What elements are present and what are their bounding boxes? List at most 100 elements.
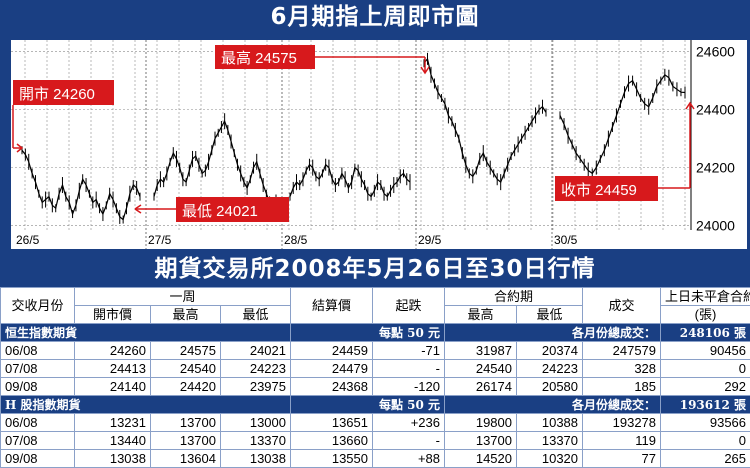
table-cell: 77 [583,450,661,468]
table-cell: 24223 [517,360,583,378]
table-cell: 10320 [517,450,583,468]
close-annotation: 收市 24459 [555,176,658,201]
x-tick-label: 26/5 [16,233,40,247]
header-delivery-month: 交收月份 [1,288,75,324]
table-cell: 10388 [517,414,583,432]
table-cell: 328 [583,360,661,378]
table-cell: -120 [373,378,445,396]
table-cell: 13440 [75,432,151,450]
table-cell: 24575 [151,342,221,360]
y-tick-label: 24600 [696,44,735,60]
x-axis-area [11,230,747,249]
header-week: 一周 [75,288,291,306]
header-low: 最低 [221,306,291,324]
table-cell: 13370 [517,432,583,450]
table-cell: 09/08 [1,450,75,468]
high-annotation: 最高 24575 [215,45,315,69]
table-cell: - [373,360,445,378]
table-cell: 24021 [221,342,291,360]
table-cell: 13651 [291,414,373,432]
table-cell: 13550 [291,450,373,468]
header-contract-period: 合約期 [445,288,583,306]
table-cell: 93566 [661,414,750,432]
close-annotation-label: 收市 24459 [561,182,637,199]
chart-title-banner: 6月期指上周即市圖 [0,0,750,35]
table-cell: 13660 [291,432,373,450]
section-total-value: 248106 張 [661,324,750,342]
section-name: H 股指數期貨 [1,396,291,414]
table-cell: 13038 [221,450,291,468]
table-cell: 119 [583,432,661,450]
header-contract-low: 最低 [517,306,583,324]
section-total-value: 193612 張 [661,396,750,414]
open-annotation-label: 開市 24260 [19,86,95,103]
table-cell: 24459 [291,342,373,360]
x-tick-label: 29/5 [418,233,442,247]
table-cell: 24368 [291,378,373,396]
y-tick-label: 24200 [696,160,735,176]
table-cell: 13370 [221,432,291,450]
table-cell: 0 [661,432,750,450]
table-cell: 20374 [517,342,583,360]
table-cell: - [373,432,445,450]
table-cell: 13700 [445,432,517,450]
table-cell: 24420 [151,378,221,396]
table-cell: 247579 [583,342,661,360]
table-cell: 23975 [221,378,291,396]
table-cell: 24540 [445,360,517,378]
y-tick-label: 24400 [696,102,735,118]
table-cell: 13231 [75,414,151,432]
section-row: H 股指數期貨每點 50 元各月份總成交：193612 張 [1,396,750,414]
table-cell: 90456 [661,342,750,360]
table-cell: 26174 [445,378,517,396]
table-cell: 13604 [151,450,221,468]
table-cell: 24223 [221,360,291,378]
table-cell: 06/08 [1,342,75,360]
table-cell: 07/08 [1,432,75,450]
header-change: 起跌 [373,288,445,324]
table-cell: 09/08 [1,378,75,396]
header-open-interest: 上日未平倉合約 [661,288,750,306]
low-annotation: 最低 24021 [176,197,289,222]
table-cell: 13000 [221,414,291,432]
header-settlement: 結算價 [291,288,373,324]
table-cell: 24140 [75,378,151,396]
table-cell: 31987 [445,342,517,360]
table-title-banner: 期貨交易所2008年5月26日至30日行情 [0,253,750,286]
table-cell: 13700 [151,432,221,450]
section-row: 恒生指數期貨每點 50 元各月份總成交：248106 張 [1,324,750,342]
table-cell: 185 [583,378,661,396]
table-cell: -71 [373,342,445,360]
x-tick-label: 27/5 [148,233,172,247]
header-high: 最高 [151,306,221,324]
futures-table: 交收月份 一周 結算價 起跌 合約期 成交 上日未平倉合約 開市價 最高 最低 … [0,287,750,468]
table-cell: 24540 [151,360,221,378]
header-open: 開市價 [75,306,151,324]
table-cell: 19800 [445,414,517,432]
table-cell: 13038 [75,450,151,468]
open-annotation: 開市 24260 [13,80,114,105]
x-tick-label: 30/5 [554,233,578,247]
section-point-value: 每點 50 元 [291,396,445,414]
table-cell: 24413 [75,360,151,378]
header-volume: 成交 [583,288,661,324]
section-point-value: 每點 50 元 [291,324,445,342]
table-cell: 24479 [291,360,373,378]
table-cell: 292 [661,378,750,396]
table-cell: 13700 [151,414,221,432]
x-tick-label: 28/5 [284,233,308,247]
table-cell: 07/08 [1,360,75,378]
table-cell: 20580 [517,378,583,396]
section-total-label: 各月份總成交： [445,396,661,414]
low-annotation-label: 最低 24021 [182,203,258,220]
high-annotation-label: 最高 24575 [221,50,297,67]
header-oi-unit: (張) [661,306,750,324]
table-cell: +88 [373,450,445,468]
